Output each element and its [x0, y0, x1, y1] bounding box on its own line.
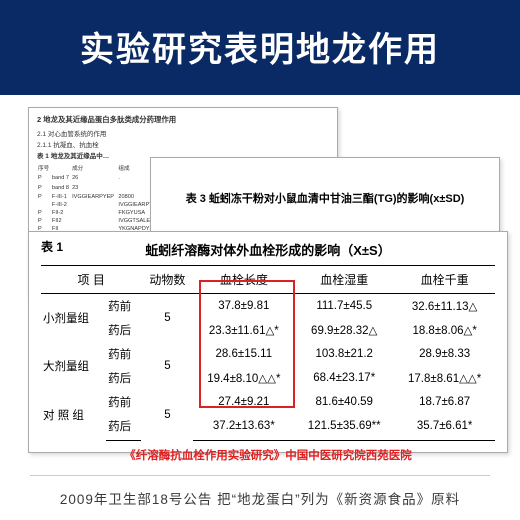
foreground-page: 表 1 蚯蚓纤溶酶对体外血栓形成的影响（X±S） 项 目动物数血栓长度血栓湿重血…: [28, 231, 508, 453]
document-stack: 2 地龙及其近缘品蛋白多肽类成分药理作用 2.1 对心血管系统的作用 2.1.1…: [0, 101, 520, 461]
p3-title: 蚯蚓纤溶酶对体外血栓形成的影响（X±S）: [41, 240, 495, 259]
p2-title-zh: 表 3 蚯蚓冻干粉对小鼠血清中甘油三酯(TG)的影响(x±SD): [161, 190, 489, 209]
page-title: 实验研究表明地龙作用: [0, 22, 520, 71]
p3-table-label: 表 1: [41, 238, 63, 255]
p1-sub2: 2.1.1 抗凝血、抗血栓: [37, 139, 329, 149]
p3-footnote: 《纤溶酶抗血栓作用实验研究》中国中医研究院西苑医院: [41, 447, 495, 463]
footer-caption: 2009年卫生部18号公告 把“地龙蛋白”列为《新资源食品》原料: [0, 475, 520, 508]
p1-heading: 2 地龙及其近缘品蛋白多肽类成分药理作用: [37, 114, 329, 125]
p1-sub1: 2.1 对心血管系统的作用: [37, 128, 329, 138]
title-banner: 实验研究表明地龙作用: [0, 0, 520, 95]
highlight-box: [199, 280, 295, 408]
